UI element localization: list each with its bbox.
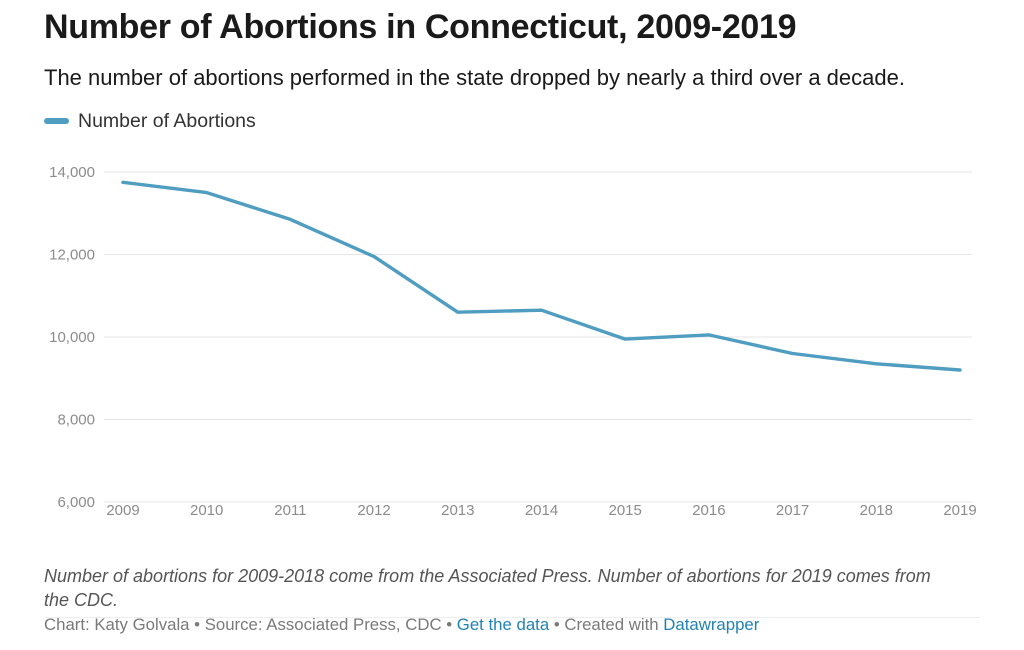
- svg-text:8,000: 8,000: [57, 412, 95, 429]
- svg-text:2011: 2011: [274, 502, 306, 519]
- svg-text:2012: 2012: [357, 502, 390, 519]
- svg-text:2009: 2009: [106, 502, 139, 519]
- svg-text:2016: 2016: [692, 502, 725, 519]
- svg-text:2018: 2018: [860, 502, 893, 519]
- svg-text:6,000: 6,000: [57, 494, 95, 511]
- svg-text:2017: 2017: [776, 502, 809, 519]
- svg-text:2014: 2014: [525, 502, 558, 519]
- svg-text:2015: 2015: [609, 502, 642, 519]
- svg-text:2013: 2013: [441, 502, 474, 519]
- svg-text:14,000: 14,000: [49, 164, 95, 181]
- svg-text:10,000: 10,000: [49, 329, 95, 346]
- svg-text:12,000: 12,000: [49, 247, 95, 264]
- svg-text:2010: 2010: [190, 502, 223, 519]
- svg-text:2019: 2019: [943, 502, 976, 519]
